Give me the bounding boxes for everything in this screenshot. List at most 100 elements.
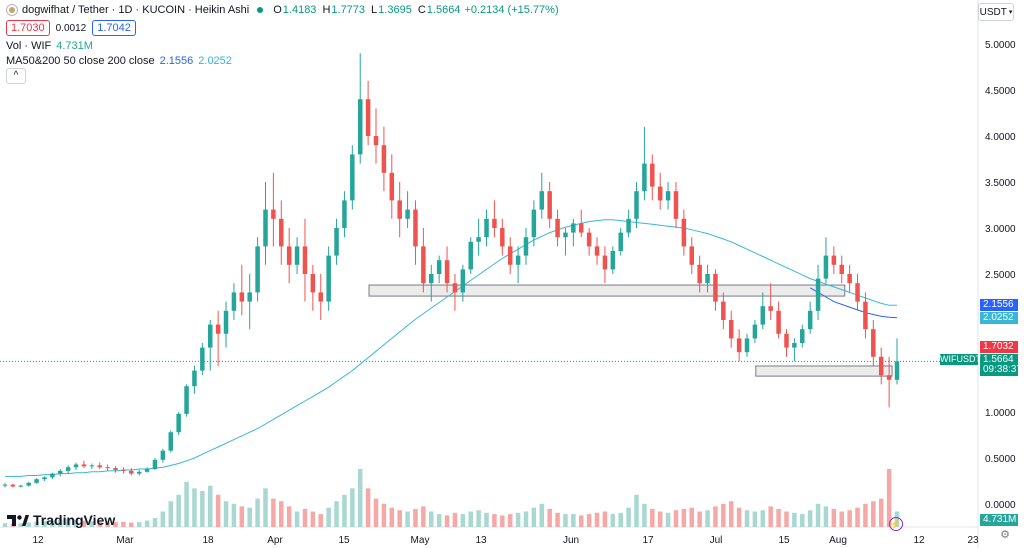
symbol-title[interactable]: dogwifhat / Tether · 1D · KUCOIN · Heiki… bbox=[22, 4, 250, 16]
volume-bar bbox=[878, 498, 884, 527]
candle-body bbox=[689, 246, 695, 265]
candle-body bbox=[571, 223, 576, 233]
volume-bar bbox=[263, 488, 268, 527]
volume-bar bbox=[239, 506, 245, 527]
volume-bar bbox=[665, 512, 671, 527]
volume-bar bbox=[18, 523, 24, 527]
x-tick-label: Aug bbox=[829, 535, 847, 546]
candle-body bbox=[89, 465, 95, 467]
candle-body bbox=[334, 228, 339, 256]
volume-bar bbox=[286, 506, 292, 527]
candle-body bbox=[500, 228, 505, 247]
volume-bar bbox=[357, 469, 363, 527]
volume-bar bbox=[689, 507, 695, 527]
volume-bar bbox=[563, 514, 568, 527]
currency-selector[interactable]: USDT ▾ bbox=[978, 3, 1014, 21]
tradingview-logo[interactable]: TradingView bbox=[7, 512, 115, 528]
volume-bar bbox=[673, 510, 679, 527]
candle-body bbox=[736, 338, 742, 353]
candle-body bbox=[484, 218, 489, 238]
volume-bar bbox=[73, 519, 79, 527]
volume-bar bbox=[626, 507, 631, 527]
candle-body bbox=[728, 320, 734, 339]
candle-body bbox=[207, 324, 213, 348]
x-tick-label: 15 bbox=[338, 535, 350, 546]
candle-body bbox=[136, 471, 142, 474]
volume-bar bbox=[728, 501, 734, 527]
volume-bar bbox=[460, 514, 466, 527]
volume-bar bbox=[271, 498, 276, 527]
candle-body bbox=[863, 301, 868, 330]
volume-bar bbox=[531, 507, 537, 527]
volume-bar bbox=[81, 520, 87, 527]
candle-body bbox=[602, 255, 608, 270]
ma50-value: 2.1556 bbox=[159, 55, 194, 67]
y-tick-label: 0.5000 bbox=[985, 454, 1016, 465]
x-tick-label: Mar bbox=[116, 535, 134, 546]
volume-bar bbox=[152, 517, 158, 527]
volume-bar bbox=[342, 494, 347, 527]
volume-bar bbox=[539, 503, 545, 527]
candle-body bbox=[760, 306, 766, 325]
candle-body bbox=[800, 329, 805, 343]
trade-buttons: 1.7030 0.0012 1.7042 bbox=[6, 20, 136, 36]
volume-bar bbox=[815, 503, 821, 527]
candle-body bbox=[247, 292, 252, 302]
candle-body bbox=[350, 154, 355, 201]
candle-body bbox=[121, 469, 126, 471]
candle-body bbox=[184, 386, 189, 414]
lightning-icon[interactable]: ⚡ bbox=[889, 517, 903, 531]
candle-body bbox=[515, 255, 521, 265]
candle-body bbox=[160, 450, 166, 460]
volume-bar bbox=[184, 481, 189, 527]
ma-legend[interactable]: MA50&200 50 close 200 close 2.1556 2.025… bbox=[6, 55, 232, 67]
collapse-legend-button[interactable]: ^ bbox=[6, 68, 26, 84]
volume-bar bbox=[831, 508, 837, 527]
candle-body bbox=[894, 361, 900, 380]
volume-bar bbox=[144, 520, 150, 527]
ma-label: MA50&200 50 close 200 close bbox=[6, 55, 155, 67]
candle-body bbox=[389, 172, 395, 201]
candle-body bbox=[713, 274, 718, 302]
candle-body bbox=[18, 485, 24, 487]
volume-bar bbox=[657, 511, 663, 527]
volume-legend[interactable]: Vol · WIF 4.731M bbox=[6, 40, 93, 52]
volume-bar bbox=[223, 501, 229, 527]
ma200-price-label: 2.0252 bbox=[980, 312, 1018, 324]
buy-button[interactable]: 1.7042 bbox=[92, 20, 136, 36]
volume-bar bbox=[800, 514, 805, 527]
volume-bar bbox=[886, 469, 892, 527]
candle-body bbox=[326, 255, 331, 302]
volume-bar bbox=[136, 522, 142, 527]
candle-body bbox=[381, 145, 387, 173]
tradingview-logo-icon bbox=[7, 515, 29, 526]
bar-countdown: 09:38:37 bbox=[980, 364, 1022, 376]
sell-button[interactable]: 1.7030 bbox=[6, 20, 50, 36]
candle-body bbox=[531, 209, 537, 238]
candle-body bbox=[563, 232, 568, 238]
volume-bar bbox=[310, 511, 316, 527]
candle-body bbox=[650, 163, 655, 187]
volume-bar bbox=[792, 512, 797, 527]
candle-body bbox=[405, 209, 410, 219]
candle-body bbox=[168, 432, 174, 451]
volume-bar bbox=[618, 512, 623, 527]
volume-bar bbox=[468, 511, 473, 527]
x-tick-label: 12 bbox=[32, 535, 44, 546]
volume-bar bbox=[26, 522, 31, 527]
volume-bar bbox=[452, 512, 458, 527]
x-tick-label: 18 bbox=[202, 535, 214, 546]
candle-body bbox=[271, 209, 276, 219]
low-value: 1.3695 bbox=[378, 4, 412, 16]
y-tick-label: 0.0000 bbox=[985, 500, 1016, 511]
volume-bar bbox=[776, 508, 781, 527]
volume-bar bbox=[42, 521, 47, 527]
volume-bar bbox=[523, 511, 529, 527]
volume-bar bbox=[2, 523, 8, 527]
volume-bar bbox=[247, 507, 252, 527]
candle-body bbox=[815, 278, 821, 311]
settings-icon[interactable]: ⚙ bbox=[1000, 529, 1010, 541]
candle-body bbox=[586, 232, 592, 247]
volume-bar bbox=[744, 510, 750, 527]
